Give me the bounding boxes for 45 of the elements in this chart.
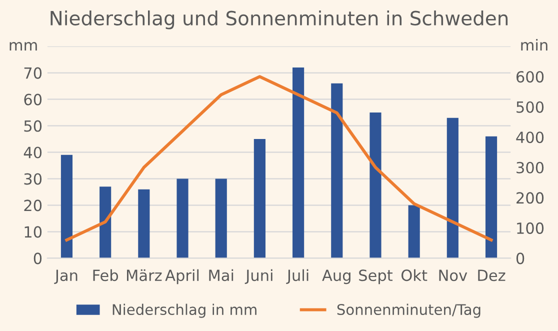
x-tick-label: März <box>126 269 162 282</box>
x-tick-label: Aug <box>322 270 350 284</box>
y2-tick-label: 400 <box>516 132 544 144</box>
x-tick-label: Jan <box>54 270 78 284</box>
bar <box>176 178 188 258</box>
x-tick-label: Nov <box>439 270 468 282</box>
y2-tick-label: 600 <box>516 71 544 83</box>
y2-tick-label: 300 <box>516 162 544 174</box>
bar <box>331 83 343 258</box>
legend-label: Niederschlag in mm <box>112 304 256 318</box>
bar <box>100 186 112 258</box>
bar <box>446 118 458 258</box>
x-tick-label: Feb <box>93 269 118 282</box>
bar <box>215 178 227 258</box>
bar <box>292 68 304 258</box>
y-tick-label: 10 <box>24 226 42 238</box>
line-series <box>65 75 493 242</box>
bar <box>408 205 420 258</box>
y-tick-label: 0 <box>34 252 42 264</box>
y-tick-label: 30 <box>24 173 42 185</box>
bar <box>254 139 266 258</box>
y-tick-label: 50 <box>24 120 42 132</box>
x-tick-label: Sept <box>359 270 393 284</box>
x-tick-label: Juli <box>286 269 308 284</box>
chart-title: Niederschlag und Sonnenminuten in Schweden <box>50 10 508 30</box>
bar <box>138 189 150 258</box>
y-tick-label: 20 <box>24 200 42 212</box>
x-tick-label: April <box>165 269 199 284</box>
x-tick-label: Okt <box>402 269 428 282</box>
x-tick-label: Juni <box>244 269 272 284</box>
x-tick-label: Dez <box>478 270 506 282</box>
y2-tick-label: 100 <box>517 222 544 234</box>
y-axis-title: mm <box>10 42 37 51</box>
y2-axis-title: min <box>521 38 548 51</box>
y2-tick-label: 0 <box>516 252 524 264</box>
y-tick-label: 70 <box>24 67 42 79</box>
y-tick-label: 60 <box>24 94 42 106</box>
y-tick-label: 40 <box>24 146 42 158</box>
bar <box>370 112 382 258</box>
y2-tick-label: 200 <box>516 192 544 204</box>
bar <box>485 136 498 258</box>
bar <box>60 154 73 258</box>
y2-tick-label: 500 <box>516 101 544 113</box>
x-tick-label: Mai <box>209 269 234 282</box>
legend-label: Sonnenminuten/Tag <box>337 304 480 318</box>
